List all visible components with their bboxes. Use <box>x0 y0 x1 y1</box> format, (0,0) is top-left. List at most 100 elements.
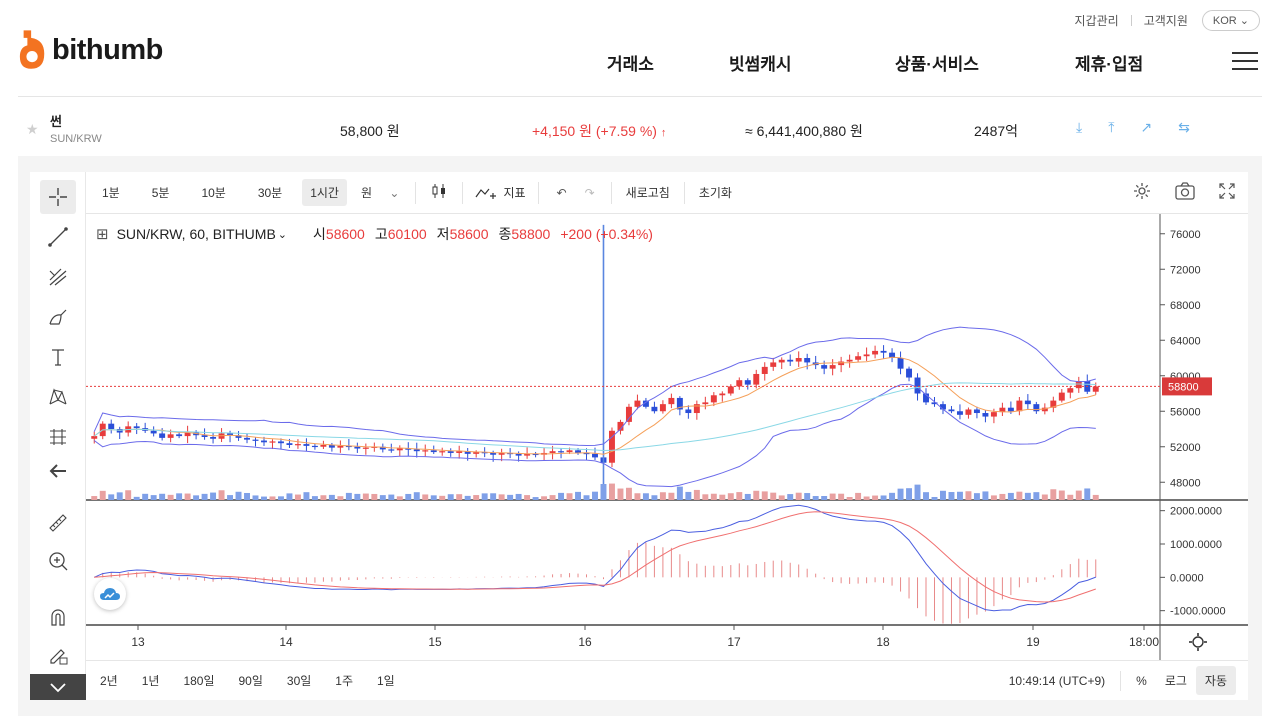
price-chart[interactable]: 7600072000680006400060000560005200048000… <box>86 214 1248 660</box>
nav-bithumb-cash[interactable]: 빗썸캐시 <box>729 55 792 74</box>
candle-body <box>362 447 369 449</box>
candle-body <box>328 444 335 448</box>
price-axis-label: 72000 <box>1170 264 1201 276</box>
volume-bar <box>914 484 921 500</box>
plus-box-icon[interactable]: ⊞ <box>96 226 109 243</box>
undo-icon[interactable]: ↶ <box>556 185 567 200</box>
magnet-icon[interactable] <box>40 600 76 634</box>
language-select[interactable]: KOR ⌄ <box>1201 10 1260 31</box>
coin-pair: SUN/KRW <box>50 133 102 145</box>
redo-icon[interactable]: ↷ <box>584 185 595 200</box>
pattern-icon[interactable] <box>40 380 76 414</box>
volume-bar <box>956 491 963 500</box>
candle-body <box>736 380 743 387</box>
measure-lines-icon[interactable] <box>40 420 76 454</box>
tf-30m[interactable]: 30분 <box>257 186 283 200</box>
zoom-in-icon[interactable] <box>40 544 76 578</box>
fib-tool-icon[interactable] <box>40 260 76 294</box>
swap-icon[interactable]: ⇆ <box>1178 119 1190 135</box>
candle-body <box>176 434 183 437</box>
candle-body <box>863 354 870 357</box>
back-arrow-icon[interactable] <box>40 454 76 488</box>
candle-body <box>855 356 862 360</box>
trend-line-icon[interactable] <box>40 220 76 254</box>
candle-body <box>914 377 921 394</box>
auto-toggle[interactable]: 자동 <box>1195 666 1236 695</box>
candle-body <box>464 451 471 454</box>
range-1w[interactable]: 1주 <box>335 674 353 688</box>
nav-partnership[interactable]: 제휴·입점 <box>1075 55 1144 74</box>
chevron-down-icon[interactable] <box>30 674 86 700</box>
volume-bar <box>294 494 301 500</box>
macd-histogram <box>102 542 1097 624</box>
ma-short <box>93 356 1096 455</box>
legend-change: +200 (+0.34%) <box>560 226 653 242</box>
volume-bar <box>210 492 217 500</box>
range-90d[interactable]: 90일 <box>238 674 263 688</box>
volume-bar <box>235 491 242 500</box>
candle-body <box>515 453 522 456</box>
candle-body <box>447 451 454 453</box>
volume-bar <box>150 495 157 500</box>
tf-1m[interactable]: 1분 <box>102 186 120 200</box>
wallet-link[interactable]: 지갑관리 <box>1074 14 1119 28</box>
ruler-icon[interactable] <box>40 506 76 540</box>
macd-axis-label: -1000.0000 <box>1170 606 1226 618</box>
range-180d[interactable]: 180일 <box>183 674 215 688</box>
language-label: KOR <box>1212 15 1237 27</box>
range-1d[interactable]: 1일 <box>377 674 395 688</box>
range-30d[interactable]: 30일 <box>286 674 312 688</box>
volume-bar <box>761 491 768 500</box>
volume-bar <box>685 491 692 500</box>
legend-symbol[interactable]: SUN/KRW, 60, BITHUMB <box>116 226 276 242</box>
indicator-label: 지표 <box>503 186 526 200</box>
text-tool-icon[interactable] <box>40 340 76 374</box>
camera-icon[interactable] <box>1174 181 1196 204</box>
tf-5m[interactable]: 5분 <box>151 186 170 200</box>
settings-icon[interactable] <box>1132 181 1152 204</box>
menu-icon[interactable] <box>1232 52 1258 72</box>
volume-bar <box>133 496 140 500</box>
volume-bar <box>252 495 259 500</box>
volume-bar <box>532 497 539 500</box>
drawing-toolbar <box>30 172 86 700</box>
brush-icon[interactable] <box>40 300 76 334</box>
tf-1h[interactable]: 1시간 <box>302 179 347 206</box>
range-2y[interactable]: 2년 <box>100 674 118 688</box>
deposit-icon[interactable]: ⤓ <box>1076 119 1083 135</box>
volume-bar <box>328 494 335 500</box>
candle-body <box>821 365 828 369</box>
volume-bar <box>490 493 497 500</box>
percent-toggle[interactable]: % <box>1136 673 1147 688</box>
withdraw-icon[interactable]: ⤒ <box>1108 119 1115 135</box>
candle-type-icon[interactable] <box>430 182 448 203</box>
crosshair-icon[interactable] <box>40 180 76 214</box>
candle-body <box>159 433 166 438</box>
cloud-icon[interactable] <box>94 578 126 610</box>
range-1y[interactable]: 1년 <box>141 674 160 688</box>
star-icon[interactable]: ★ <box>26 121 39 137</box>
time-axis-label: 15 <box>428 635 442 649</box>
tf-more[interactable]: 원 ⌄ <box>353 179 407 206</box>
indicator-button[interactable]: 지표 <box>475 184 526 201</box>
chart-area[interactable]: 76000 72000 68000 64000 60000 56000 52000 48000… <box>86 214 1248 660</box>
nav-products-services[interactable]: 상품·서비스 <box>895 55 979 74</box>
tf-10m[interactable]: 10분 <box>201 186 226 200</box>
volume-bar <box>778 495 785 500</box>
volume-bar <box>948 492 955 500</box>
refresh-button[interactable]: 새로고침 <box>625 186 670 200</box>
support-link[interactable]: 고객지원 <box>1143 14 1188 28</box>
price-axis-label: 64000 <box>1170 335 1201 347</box>
reset-button[interactable]: 초기화 <box>698 186 732 200</box>
candle-body <box>642 400 649 407</box>
log-toggle[interactable]: 로그 <box>1164 674 1187 688</box>
nav-exchange[interactable]: 거래소 <box>607 55 654 74</box>
lock-pencil-icon[interactable] <box>40 638 76 672</box>
fullscreen-icon[interactable] <box>1218 182 1236 203</box>
volume-bar <box>413 492 420 500</box>
volume-bar <box>388 494 395 500</box>
chart-trend-icon[interactable]: ↗ <box>1140 119 1153 135</box>
chevron-down-icon[interactable]: ⌄ <box>277 228 288 241</box>
volume-bar <box>430 495 437 500</box>
logo[interactable]: bithumb <box>18 30 163 70</box>
